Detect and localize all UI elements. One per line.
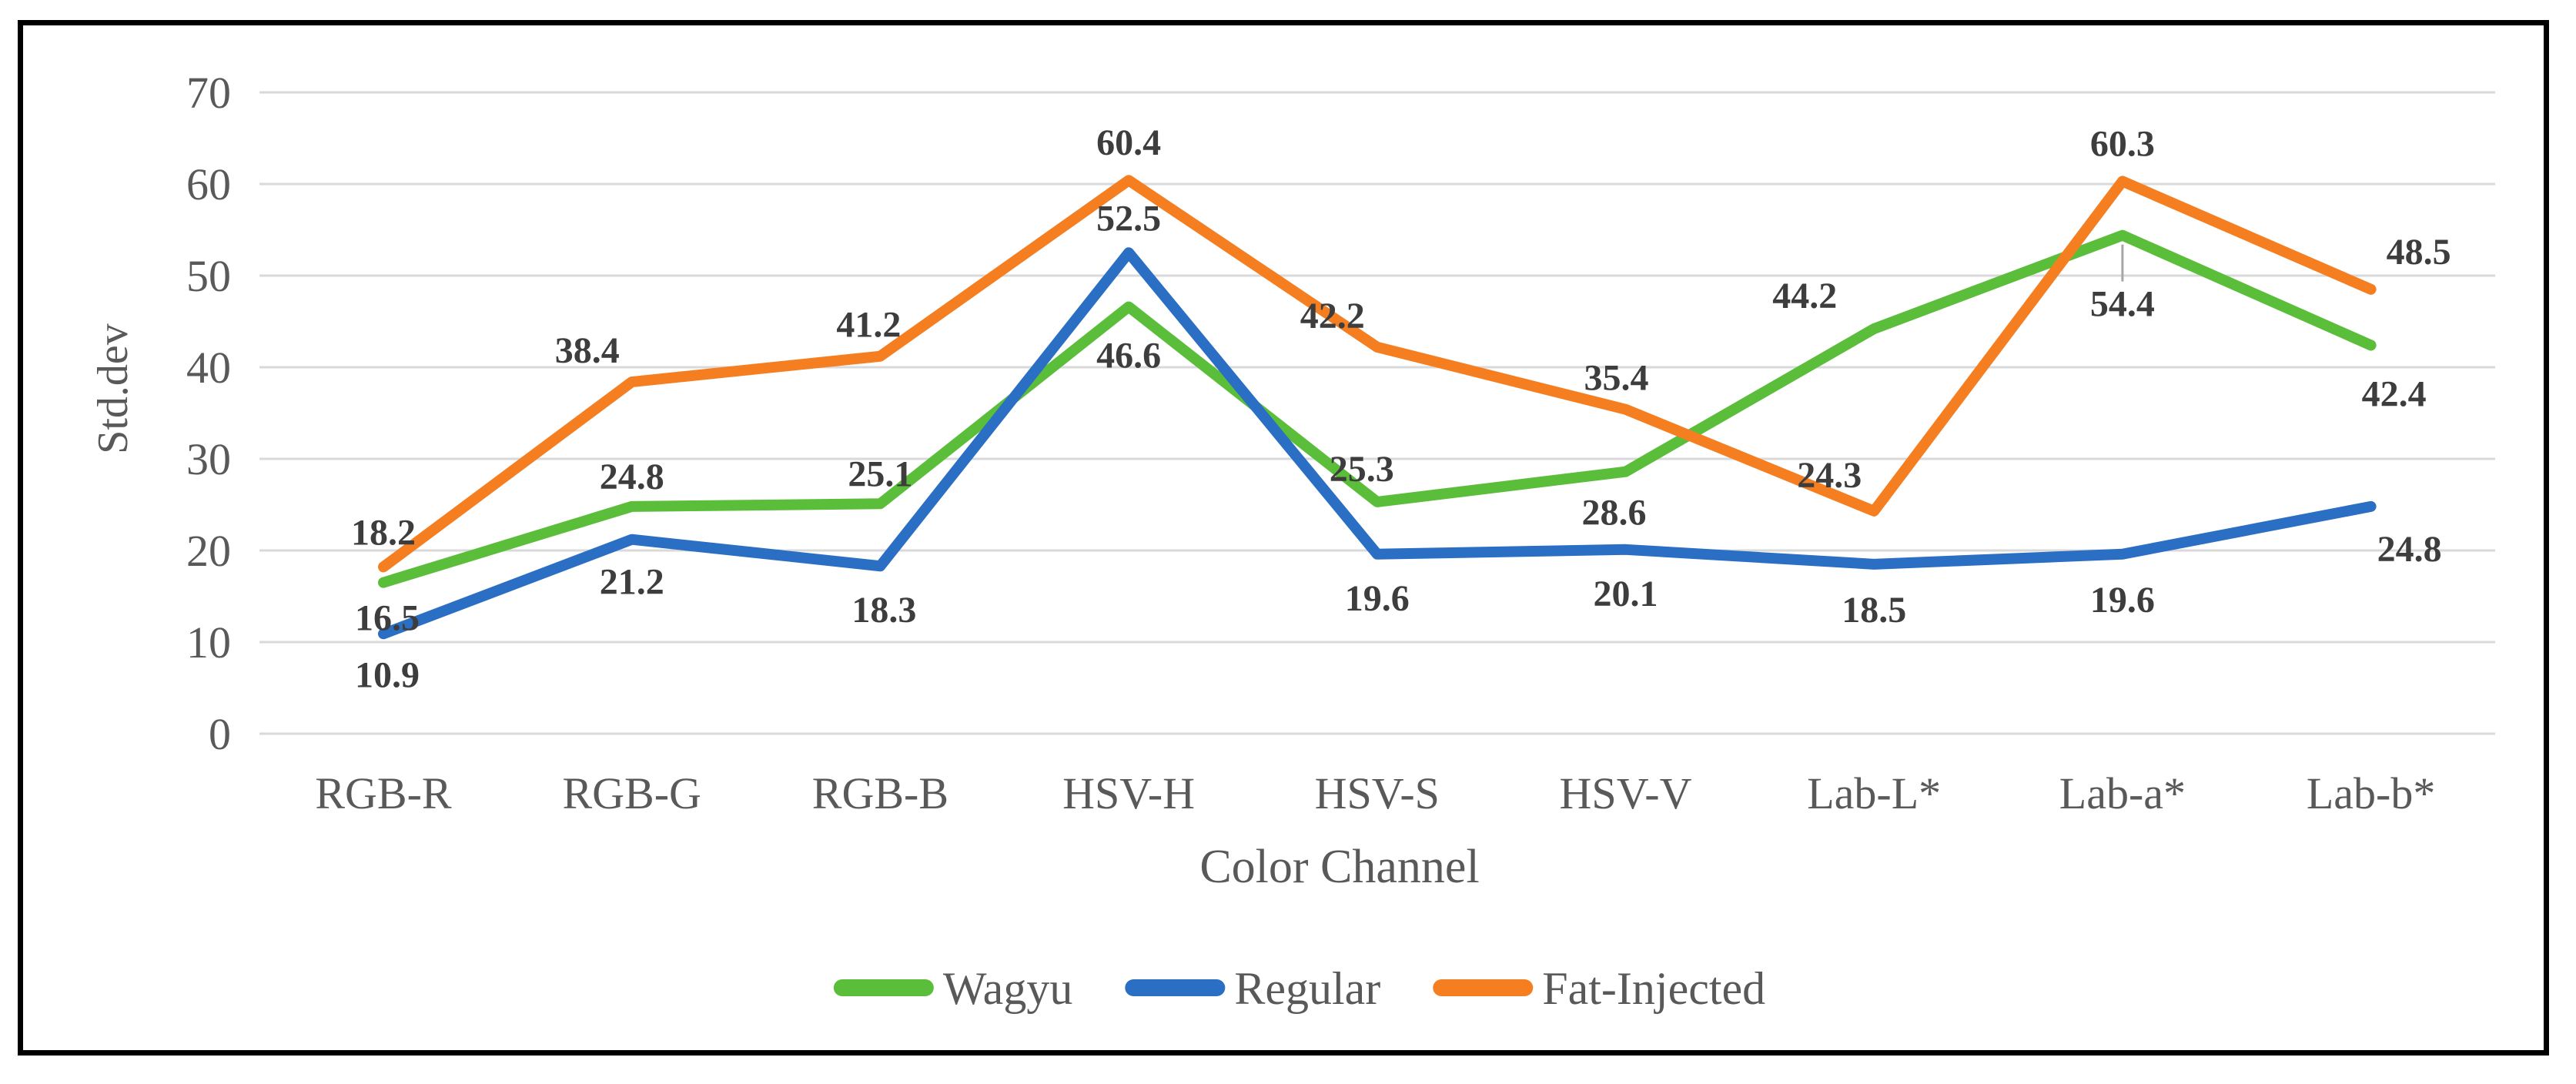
data-label-regular: 24.8 (2377, 529, 2442, 570)
data-label-wagyu: 24.8 (600, 457, 664, 497)
y-axis-tick-labels: 0 10 20 30 40 50 60 70 (186, 68, 231, 759)
data-point-labels: 16.5 24.8 25.1 46.6 25.3 28.6 44.2 54.4 42.4 10.9… (351, 122, 2451, 695)
data-label-wagyu: 28.6 (1582, 493, 1647, 534)
data-label-regular: 20.1 (1594, 574, 1658, 614)
y-tick-label: 70 (186, 68, 231, 118)
x-category-label: Lab-L* (1807, 768, 1941, 818)
data-label-fat-injected: 60.4 (1096, 122, 1161, 163)
y-tick-label: 50 (186, 251, 231, 301)
data-label-fat-injected: 48.5 (2387, 232, 2451, 273)
data-label-wagyu: 42.4 (2362, 373, 2427, 414)
x-category-label: HSV-H (1062, 768, 1195, 818)
data-label-fat-injected: 38.4 (555, 330, 620, 371)
y-tick-label: 30 (186, 434, 231, 484)
x-category-label: RGB-B (812, 768, 948, 818)
legend-item-fat-injected: Fat-Injected (1433, 963, 1765, 1014)
data-label-regular: 10.9 (355, 654, 420, 695)
series-lines (378, 175, 2377, 640)
x-category-label: RGB-G (562, 768, 701, 818)
data-label-regular: 18.5 (1842, 590, 1906, 631)
chart-border (18, 20, 2549, 1056)
series-line-wagyu (378, 229, 2377, 588)
data-label-wagyu: 46.6 (1096, 335, 1161, 376)
data-label-fat-injected: 60.3 (2090, 123, 2155, 164)
x-category-label: RGB-R (315, 768, 452, 818)
data-label-regular: 52.5 (1096, 198, 1161, 239)
legend-label-fat-injected: Fat-Injected (1542, 963, 1765, 1014)
data-label-regular: 19.6 (2090, 580, 2155, 621)
data-label-wagyu: 25.1 (848, 453, 912, 494)
y-tick-label: 40 (186, 343, 231, 393)
x-category-label: Lab-a* (2059, 768, 2186, 818)
y-tick-label: 60 (186, 159, 231, 209)
data-label-wagyu: 16.5 (355, 598, 420, 639)
y-tick-label: 0 (209, 709, 231, 759)
data-label-regular: 19.6 (1345, 578, 1410, 619)
x-category-label: Lab-b* (2307, 768, 2436, 818)
y-tick-label: 10 (186, 617, 231, 667)
data-label-wagyu: 44.2 (1772, 276, 1837, 316)
data-label-wagyu: 54.4 (2090, 284, 2155, 325)
y-axis-title: Std.dev (89, 323, 137, 454)
y-tick-label: 20 (186, 526, 231, 576)
x-category-label: HSV-S (1315, 768, 1440, 818)
data-label-wagyu: 25.3 (1330, 449, 1394, 490)
data-label-fat-injected: 24.3 (1797, 455, 1862, 496)
series-line-regular (378, 247, 2377, 640)
legend: Wagyu Regular Fat-Injected (833, 963, 1765, 1014)
data-label-regular: 18.3 (851, 590, 916, 631)
x-axis-title: Color Channel (1199, 841, 1479, 893)
legend-label-regular: Regular (1234, 963, 1380, 1014)
data-label-fat-injected: 35.4 (1584, 358, 1649, 399)
x-axis-category-labels: RGB-R RGB-G RGB-B HSV-H HSV-S HSV-V Lab-L* Lab-… (315, 768, 2435, 818)
legend-label-wagyu: Wagyu (943, 963, 1072, 1014)
x-category-label: HSV-V (1560, 768, 1692, 818)
data-label-fat-injected: 41.2 (836, 305, 901, 346)
legend-item-regular: Regular (1125, 963, 1380, 1014)
data-label-fat-injected: 42.2 (1300, 296, 1365, 336)
legend-item-wagyu: Wagyu (833, 963, 1072, 1014)
data-label-regular: 21.2 (600, 562, 664, 603)
data-label-fat-injected: 18.2 (351, 512, 416, 553)
series-line-fat-injected (378, 175, 2377, 573)
